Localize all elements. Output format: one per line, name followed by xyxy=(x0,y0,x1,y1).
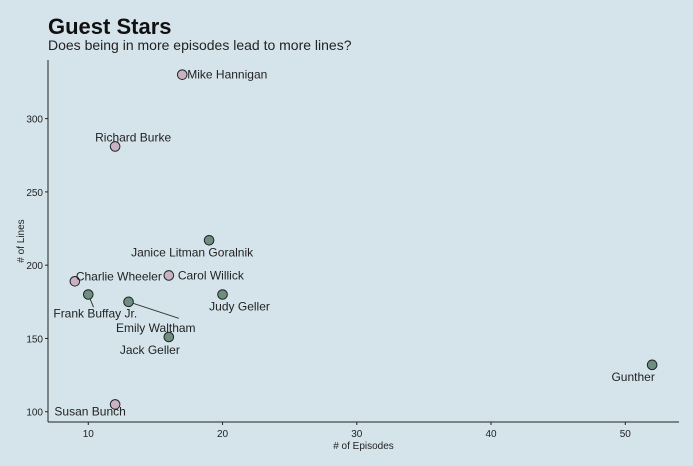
point-label: Mike Hannigan xyxy=(187,68,267,82)
ticks: 10 20 30 40 50 100 150 200 250 300 xyxy=(26,115,631,440)
data-point xyxy=(217,289,228,300)
y-tick-label: 100 xyxy=(26,408,43,419)
point-label: Gunther xyxy=(611,370,654,384)
data-point xyxy=(69,276,81,287)
point-label: Emily Waltham xyxy=(116,321,196,335)
point-label: Charlie Wheeler xyxy=(76,269,162,283)
data-point xyxy=(123,296,134,308)
chart-subtitle: Does being in more episodes lead to more… xyxy=(48,37,352,53)
y-axis-label: # of Lines xyxy=(16,219,27,262)
data-point xyxy=(203,234,215,246)
leader-line xyxy=(128,301,179,319)
point-label: Judy Geller xyxy=(209,299,270,313)
x-tick-label: 20 xyxy=(217,429,229,440)
chart-title: Guest Stars xyxy=(48,14,172,39)
y-tick-label: 300 xyxy=(26,115,43,126)
x-tick-label: 10 xyxy=(83,429,95,440)
data-point xyxy=(82,289,94,300)
x-tick-label: 50 xyxy=(620,429,632,440)
x-tick-label: 30 xyxy=(351,429,363,440)
point-label: Carol Willick xyxy=(178,268,245,282)
point-label: Jack Geller xyxy=(120,343,180,357)
y-tick-label: 250 xyxy=(26,188,43,199)
point-label: Richard Burke xyxy=(95,130,171,144)
point-labels: Mike Hannigan Richard Burke Janice Litman … xyxy=(53,68,654,419)
data-point xyxy=(176,69,188,80)
axes xyxy=(47,60,679,423)
data-point xyxy=(646,359,658,371)
x-axis-label: # of Episodes xyxy=(333,441,394,452)
y-tick-label: 150 xyxy=(26,334,43,345)
point-label: Janice Litman Goralnik xyxy=(131,245,254,259)
data-point xyxy=(109,399,121,410)
data-points xyxy=(69,69,658,410)
data-point xyxy=(109,141,121,152)
y-tick-label: 200 xyxy=(26,261,43,272)
point-label: Frank Buffay Jr. xyxy=(53,306,137,320)
point-label: Susan Bunch xyxy=(54,404,125,418)
data-point xyxy=(163,270,175,281)
data-point xyxy=(163,331,175,343)
x-tick-label: 40 xyxy=(485,429,497,440)
